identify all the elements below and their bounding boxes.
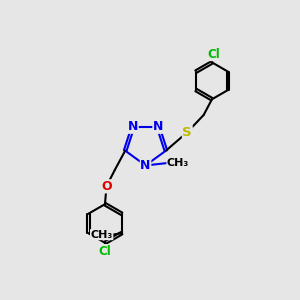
Text: N: N [153, 120, 163, 133]
Text: S: S [182, 126, 192, 139]
Text: N: N [128, 120, 138, 133]
Text: Cl: Cl [207, 48, 220, 61]
Text: O: O [101, 180, 112, 193]
Text: CH₃: CH₃ [91, 230, 113, 240]
Text: N: N [140, 159, 151, 172]
Text: Cl: Cl [99, 244, 111, 258]
Text: CH₃: CH₃ [167, 158, 189, 168]
